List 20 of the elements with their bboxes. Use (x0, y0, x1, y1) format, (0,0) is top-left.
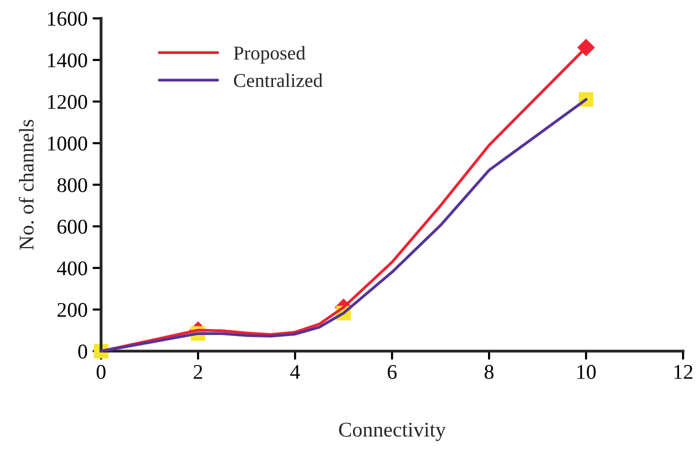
y-tick-label: 400 (57, 261, 88, 276)
y-axis-title: No. of channels (18, 120, 34, 250)
y-tick-label: 800 (57, 178, 88, 192)
y-tick-label: 600 (58, 220, 88, 234)
y-tick-label: 1400 (48, 53, 88, 68)
x-tick-label: 12 (674, 364, 692, 379)
y-tick-label: 1000 (48, 136, 88, 151)
x-tick-label: 8 (484, 364, 494, 379)
legend-label: Proposed (234, 46, 306, 64)
legend-label: Centralized (234, 73, 323, 88)
x-tick-label: 4 (290, 365, 300, 379)
y-tick-label: 0 (78, 344, 88, 359)
y-tick-label: 1200 (48, 94, 88, 109)
y-tick-label: 200 (58, 302, 88, 317)
x-axis-title: Connectivity (339, 422, 446, 442)
x-tick-label: 10 (577, 364, 596, 379)
y-tick-label: 1600 (48, 12, 88, 26)
x-tick-label: 2 (194, 364, 202, 379)
x-tick-label: 6 (388, 364, 397, 379)
x-tick-label: 0 (96, 364, 106, 379)
